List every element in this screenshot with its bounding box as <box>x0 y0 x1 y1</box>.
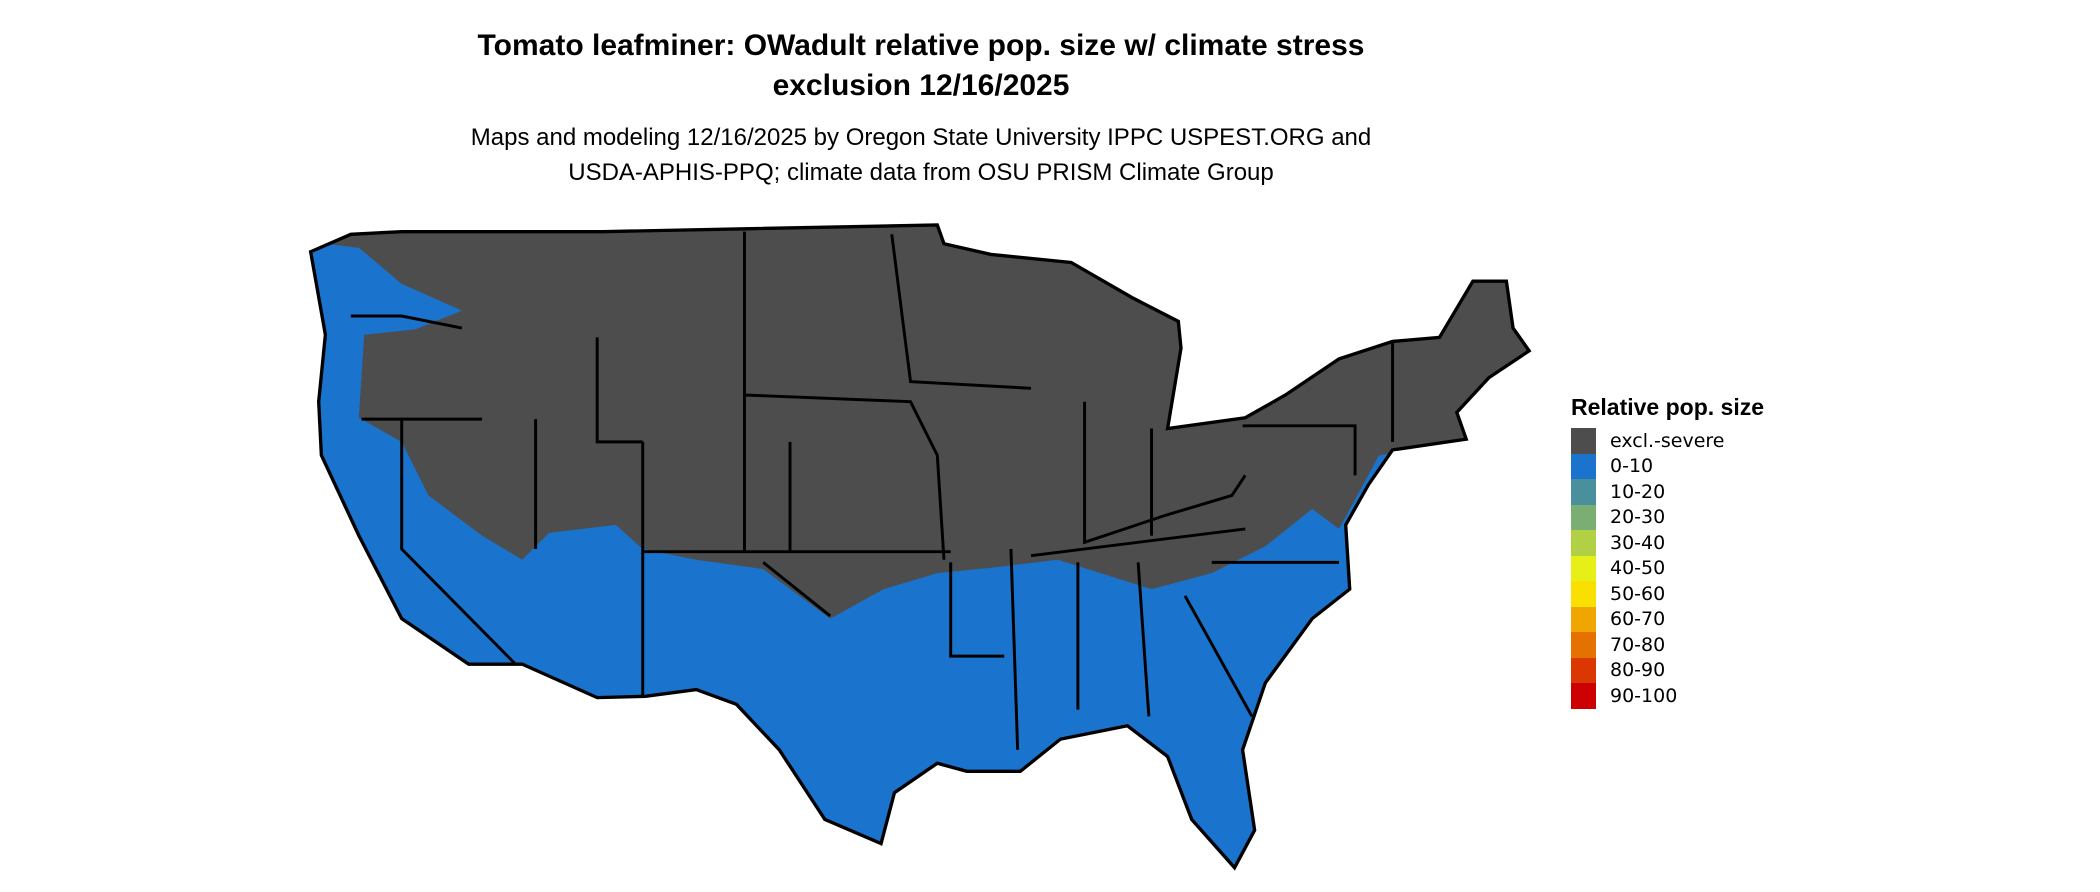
state-borders <box>350 231 1395 750</box>
legend-swatch <box>1571 504 1596 530</box>
state-border-line <box>1009 548 1020 750</box>
title-line-1: Tomato leafminer: OWadult relative pop. … <box>477 29 1365 62</box>
map-subtitle: Maps and modeling 12/16/2025 by Oregon S… <box>0 120 1842 190</box>
legend-item: 30-40 <box>1571 530 1764 556</box>
legend-swatch <box>1571 657 1596 683</box>
state-border-line <box>1183 595 1254 718</box>
legend-title: Relative pop. size <box>1571 394 1765 420</box>
legend-item: 40-50 <box>1571 555 1764 581</box>
state-border-line <box>595 337 643 444</box>
legend-label: 10-20 <box>1610 480 1666 503</box>
legend-item: excl.-severe <box>1571 428 1764 454</box>
legend-item: 0-10 <box>1571 453 1764 479</box>
legend-swatch <box>1571 453 1596 479</box>
legend-swatch <box>1571 683 1596 709</box>
legend-label: 30-40 <box>1610 531 1666 554</box>
legend-label: excl.-severe <box>1610 429 1725 452</box>
legend-swatch <box>1571 479 1596 505</box>
legend-item: 20-30 <box>1571 504 1764 530</box>
legend-swatch <box>1571 606 1596 632</box>
legend-swatch <box>1571 428 1596 454</box>
state-border-line <box>1136 562 1151 717</box>
subtitle-line-1: Maps and modeling 12/16/2025 by Oregon S… <box>470 124 1372 151</box>
state-border-line <box>762 561 832 618</box>
state-border-line <box>1242 424 1357 476</box>
subtitle-line-2: USDA-APHIS-PPQ; climate data from OSU PR… <box>568 159 1274 186</box>
state-border-line <box>350 314 463 330</box>
legend-label: 0-10 <box>1610 455 1654 478</box>
legend: Relative pop. size excl.-severe 0-10 10-20… <box>1571 392 1764 709</box>
state-border-line <box>949 562 1005 658</box>
legend-item: 90-100 <box>1571 683 1764 709</box>
state-border-line <box>1083 401 1247 545</box>
legend-item: 60-70 <box>1571 606 1764 632</box>
legend-label: 50-60 <box>1610 582 1666 605</box>
legend-label: 80-90 <box>1610 659 1666 682</box>
legend-label: 20-30 <box>1610 506 1666 529</box>
legend-swatch <box>1571 581 1596 607</box>
title-line-2: exclusion 12/16/2025 <box>772 69 1070 102</box>
map-title: Tomato leafminer: OWadult relative pop. … <box>0 26 1842 106</box>
legend-item: 70-80 <box>1571 632 1764 658</box>
legend-label: 60-70 <box>1610 608 1666 631</box>
legend-swatch <box>1571 632 1596 658</box>
legend-item: 50-60 <box>1571 581 1764 607</box>
state-border-line <box>744 393 946 560</box>
state-border-line <box>400 419 517 666</box>
state-border-line <box>1030 527 1246 558</box>
legend-swatch <box>1571 530 1596 556</box>
legend-swatch <box>1571 555 1596 581</box>
legend-label: 90-100 <box>1610 684 1678 707</box>
legend-label: 70-80 <box>1610 633 1666 656</box>
legend-item: 10-20 <box>1571 479 1764 505</box>
legend-item: 80-90 <box>1571 657 1764 683</box>
state-border-line <box>890 234 1032 390</box>
national-border <box>308 223 1532 871</box>
legend-label: 40-50 <box>1610 557 1666 580</box>
